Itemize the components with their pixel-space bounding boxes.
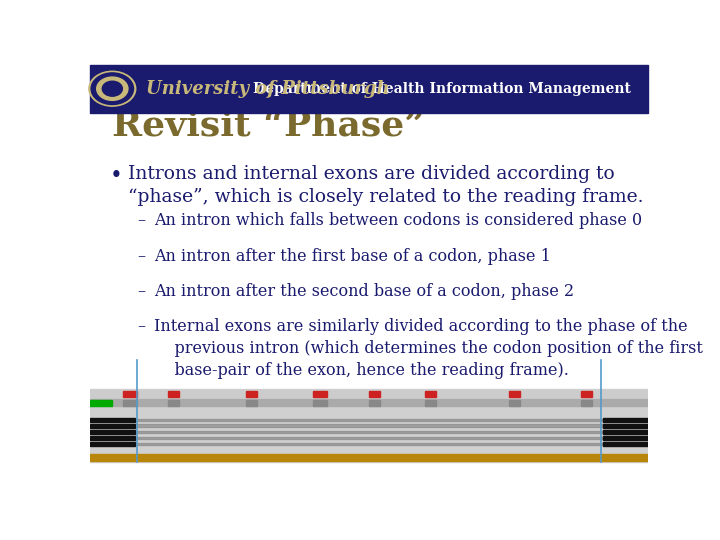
Bar xyxy=(90,418,135,422)
Bar xyxy=(246,391,258,397)
Text: –: – xyxy=(138,319,145,335)
Text: Revisit “Phase”: Revisit “Phase” xyxy=(112,108,426,142)
Text: An intron after the first base of a codon, phase 1: An intron after the first base of a codo… xyxy=(154,248,551,265)
Circle shape xyxy=(96,77,128,100)
Bar xyxy=(313,400,327,406)
Text: An intron which falls between codons is considered phase 0: An intron which falls between codons is … xyxy=(154,212,642,230)
Bar xyxy=(508,391,520,397)
Text: –: – xyxy=(138,212,145,230)
Bar xyxy=(581,391,592,397)
Bar xyxy=(581,400,592,406)
Bar xyxy=(313,391,327,397)
Bar xyxy=(603,430,648,434)
Bar xyxy=(90,430,135,434)
Bar xyxy=(90,389,648,462)
Bar xyxy=(603,418,648,422)
Bar xyxy=(90,390,648,397)
Bar xyxy=(90,423,135,428)
Bar xyxy=(168,400,179,406)
Text: Internal exons are similarly divided according to the phase of the
    previous : Internal exons are similarly divided acc… xyxy=(154,319,703,379)
Bar xyxy=(90,65,648,113)
Bar xyxy=(90,399,648,406)
Bar xyxy=(369,400,380,406)
Bar xyxy=(603,423,648,428)
Text: An intron after the second base of a codon, phase 2: An intron after the second base of a cod… xyxy=(154,283,575,300)
Bar xyxy=(90,454,648,461)
Bar xyxy=(124,391,138,397)
Bar xyxy=(508,400,520,406)
Bar xyxy=(124,400,138,406)
Circle shape xyxy=(91,73,133,105)
Text: –: – xyxy=(138,283,145,300)
Text: Introns and internal exons are divided according to
“phase”, which is closely re: Introns and internal exons are divided a… xyxy=(128,165,644,206)
Bar xyxy=(135,424,603,427)
Text: University of Pittsburgh: University of Pittsburgh xyxy=(145,80,390,98)
Bar xyxy=(90,400,112,406)
Bar xyxy=(135,418,603,421)
Bar xyxy=(369,391,380,397)
Bar xyxy=(603,436,648,440)
Bar xyxy=(168,391,179,397)
Circle shape xyxy=(102,81,122,96)
Bar xyxy=(90,442,135,446)
Bar xyxy=(135,431,603,434)
Bar xyxy=(90,436,135,440)
Bar xyxy=(425,400,436,406)
Bar xyxy=(425,391,436,397)
Text: •: • xyxy=(109,165,122,187)
Bar xyxy=(135,437,603,439)
Bar xyxy=(246,400,258,406)
Bar xyxy=(135,443,603,445)
Text: Department of Health Information Management: Department of Health Information Managem… xyxy=(253,82,631,96)
Bar xyxy=(603,442,648,446)
Circle shape xyxy=(89,71,136,106)
Text: –: – xyxy=(138,248,145,265)
